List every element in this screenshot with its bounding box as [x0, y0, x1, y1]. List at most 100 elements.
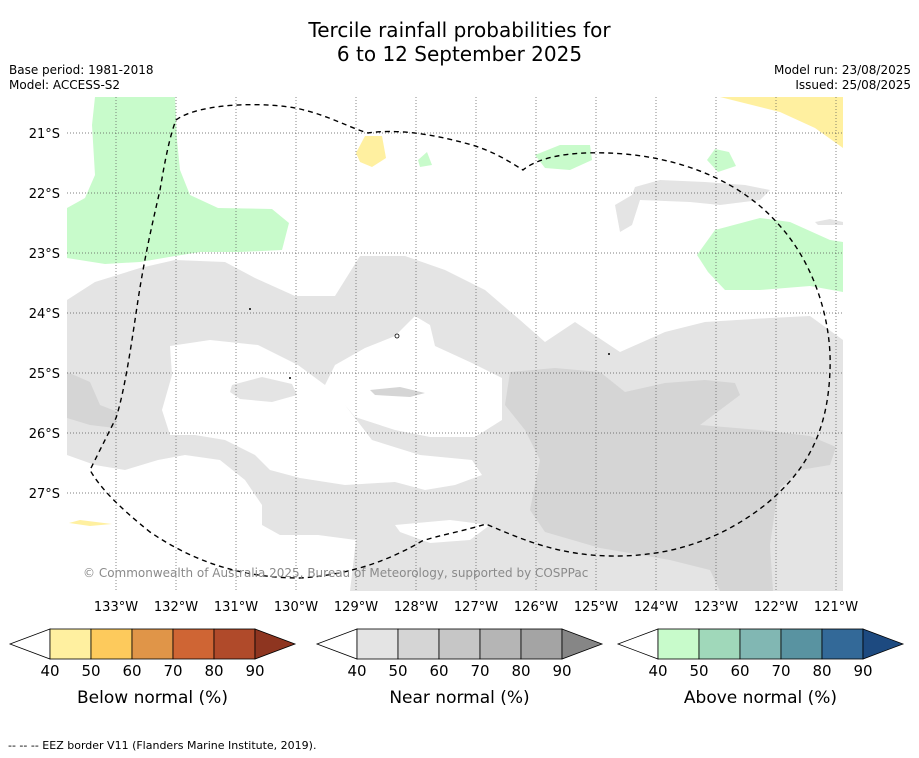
copyright-text: © Commonwealth of Australia 2025, Bureau…: [83, 566, 588, 580]
island-marker: [249, 308, 251, 310]
legend-tick-label: 40: [347, 662, 366, 680]
legend-upper-arrow: [254, 628, 297, 660]
lat-label: 22°S: [29, 187, 60, 202]
near-normal-northeast-band: [615, 180, 770, 232]
lon-label: 124°W: [634, 600, 678, 615]
model-name: Model: ACCESS-S2: [9, 78, 121, 92]
gridlines: [67, 97, 843, 591]
base-period: Base period: 1981-2018: [9, 63, 154, 77]
legend-tick-label: 40: [648, 662, 667, 680]
legend-tick-label: 80: [511, 662, 530, 680]
lat-label: 25°S: [29, 367, 60, 382]
legend-colorbar: 40 50 60 70 80 90 Below normal (%): [8, 628, 297, 708]
legend-tick-label: 90: [552, 662, 571, 680]
above-normal-east-region: [697, 218, 843, 292]
legend-tick-label: 80: [812, 662, 831, 680]
lon-label: 129°W: [334, 600, 378, 615]
lon-label: 126°W: [514, 600, 558, 615]
white-southwest: [67, 455, 356, 591]
legend-swatch: [49, 628, 92, 660]
island-marker: [289, 377, 291, 379]
lon-label: 128°W: [394, 600, 438, 615]
legend-tick-label: 60: [429, 662, 448, 680]
legend-tick-label: 50: [81, 662, 100, 680]
legend-tick-label: 60: [122, 662, 141, 680]
near-normal-50-region: [505, 368, 836, 591]
legend-lower-arrow: [8, 628, 51, 660]
lat-label: 27°S: [29, 487, 60, 502]
above-normal-northeast-patch: [707, 149, 736, 172]
above-normal-small-patch: [418, 152, 432, 167]
lat-label: 23°S: [29, 247, 60, 262]
legend-swatch: [397, 628, 440, 660]
legend-swatch: [90, 628, 133, 660]
legend-title: Above normal (%): [684, 688, 837, 708]
legend-title: Below normal (%): [77, 688, 228, 708]
legend-lower-arrow: [315, 628, 358, 660]
legend-swatch: [698, 628, 741, 660]
legend-colorbar: 40 50 60 70 80 90 Above normal (%): [616, 628, 905, 708]
map-area: © Commonwealth of Australia 2025, Bureau…: [67, 97, 843, 591]
legend-upper-arrow: [862, 628, 905, 660]
legend-tick-label: 50: [388, 662, 407, 680]
legend-swatch: [780, 628, 823, 660]
grey-patch: [230, 377, 297, 402]
footnote: -- -- -- EEZ border V11 (Flanders Marine…: [8, 739, 317, 752]
near-normal-small-patch: [370, 387, 425, 397]
legend-swatch: [821, 628, 864, 660]
legend-tick-label: 70: [771, 662, 790, 680]
lat-label: 24°S: [29, 307, 60, 322]
eez-border: [89, 103, 831, 579]
legend-title: Near normal (%): [389, 688, 529, 708]
legend-tick-label: 80: [204, 662, 223, 680]
legend-swatch: [213, 628, 256, 660]
legend-tick-label: 90: [853, 662, 872, 680]
legend-upper-arrow: [561, 628, 604, 660]
lon-label: 123°W: [694, 600, 738, 615]
white-south-patch: [395, 520, 490, 543]
meta-left: Base period: 1981-2018 Model: ACCESS-S2: [9, 63, 154, 93]
legend-tick-label: 40: [40, 662, 59, 680]
white-interior: [162, 316, 502, 490]
above-normal-west-region: [67, 97, 289, 264]
below-normal-central-patch: [356, 136, 386, 167]
lon-label: 132°W: [154, 600, 198, 615]
legend-swatch: [131, 628, 174, 660]
issued-date: Issued: 25/08/2025: [795, 78, 911, 92]
lon-label: 131°W: [214, 600, 258, 615]
legend-tick-label: 50: [689, 662, 708, 680]
lon-label: 130°W: [274, 600, 318, 615]
legend-swatch: [172, 628, 215, 660]
island-marker: [608, 353, 610, 355]
below-normal-southwest-patch: [69, 520, 112, 526]
island-marker: [394, 333, 400, 339]
near-normal-west-patch: [67, 372, 118, 428]
legend-tick-label: 60: [730, 662, 749, 680]
latitude-labels: 21°S 22°S 23°S 24°S 25°S 26°S 27°S: [29, 127, 60, 502]
legend-swatch: [438, 628, 481, 660]
title-line-1: Tercile rainfall probabilities for: [308, 18, 611, 42]
lon-label: 133°W: [94, 600, 138, 615]
meta-right: Model run: 23/08/2025 Issued: 25/08/2025: [774, 63, 911, 93]
legend-tick-label: 70: [470, 662, 489, 680]
legend-lower-arrow: [616, 628, 659, 660]
legend-colorbar: 40 50 60 70 80 90 Near normal (%): [315, 628, 604, 708]
legends: 40 50 60 70 80 90 Below normal (%) 40 50 60 70 80 90…: [8, 628, 905, 708]
legend-swatch: [657, 628, 700, 660]
legend-swatch: [356, 628, 399, 660]
model-run: Model run: 23/08/2025: [773, 63, 911, 77]
legend-swatch: [520, 628, 563, 660]
longitude-labels: 133°W 132°W 131°W 130°W 129°W 128°W 127°…: [94, 600, 858, 615]
legend-tick-label: 70: [163, 662, 182, 680]
title-line-2: 6 to 12 September 2025: [336, 42, 583, 66]
lon-label: 121°W: [814, 600, 858, 615]
lat-label: 21°S: [29, 127, 60, 142]
lon-label: 122°W: [754, 600, 798, 615]
below-normal-northeast-region: [720, 97, 843, 148]
lat-label: 26°S: [29, 427, 60, 442]
map-title: Tercile rainfall probabilities for 6 to …: [0, 18, 919, 66]
above-normal-central-patch: [535, 145, 592, 170]
legend-swatch: [739, 628, 782, 660]
legend-swatch: [479, 628, 522, 660]
